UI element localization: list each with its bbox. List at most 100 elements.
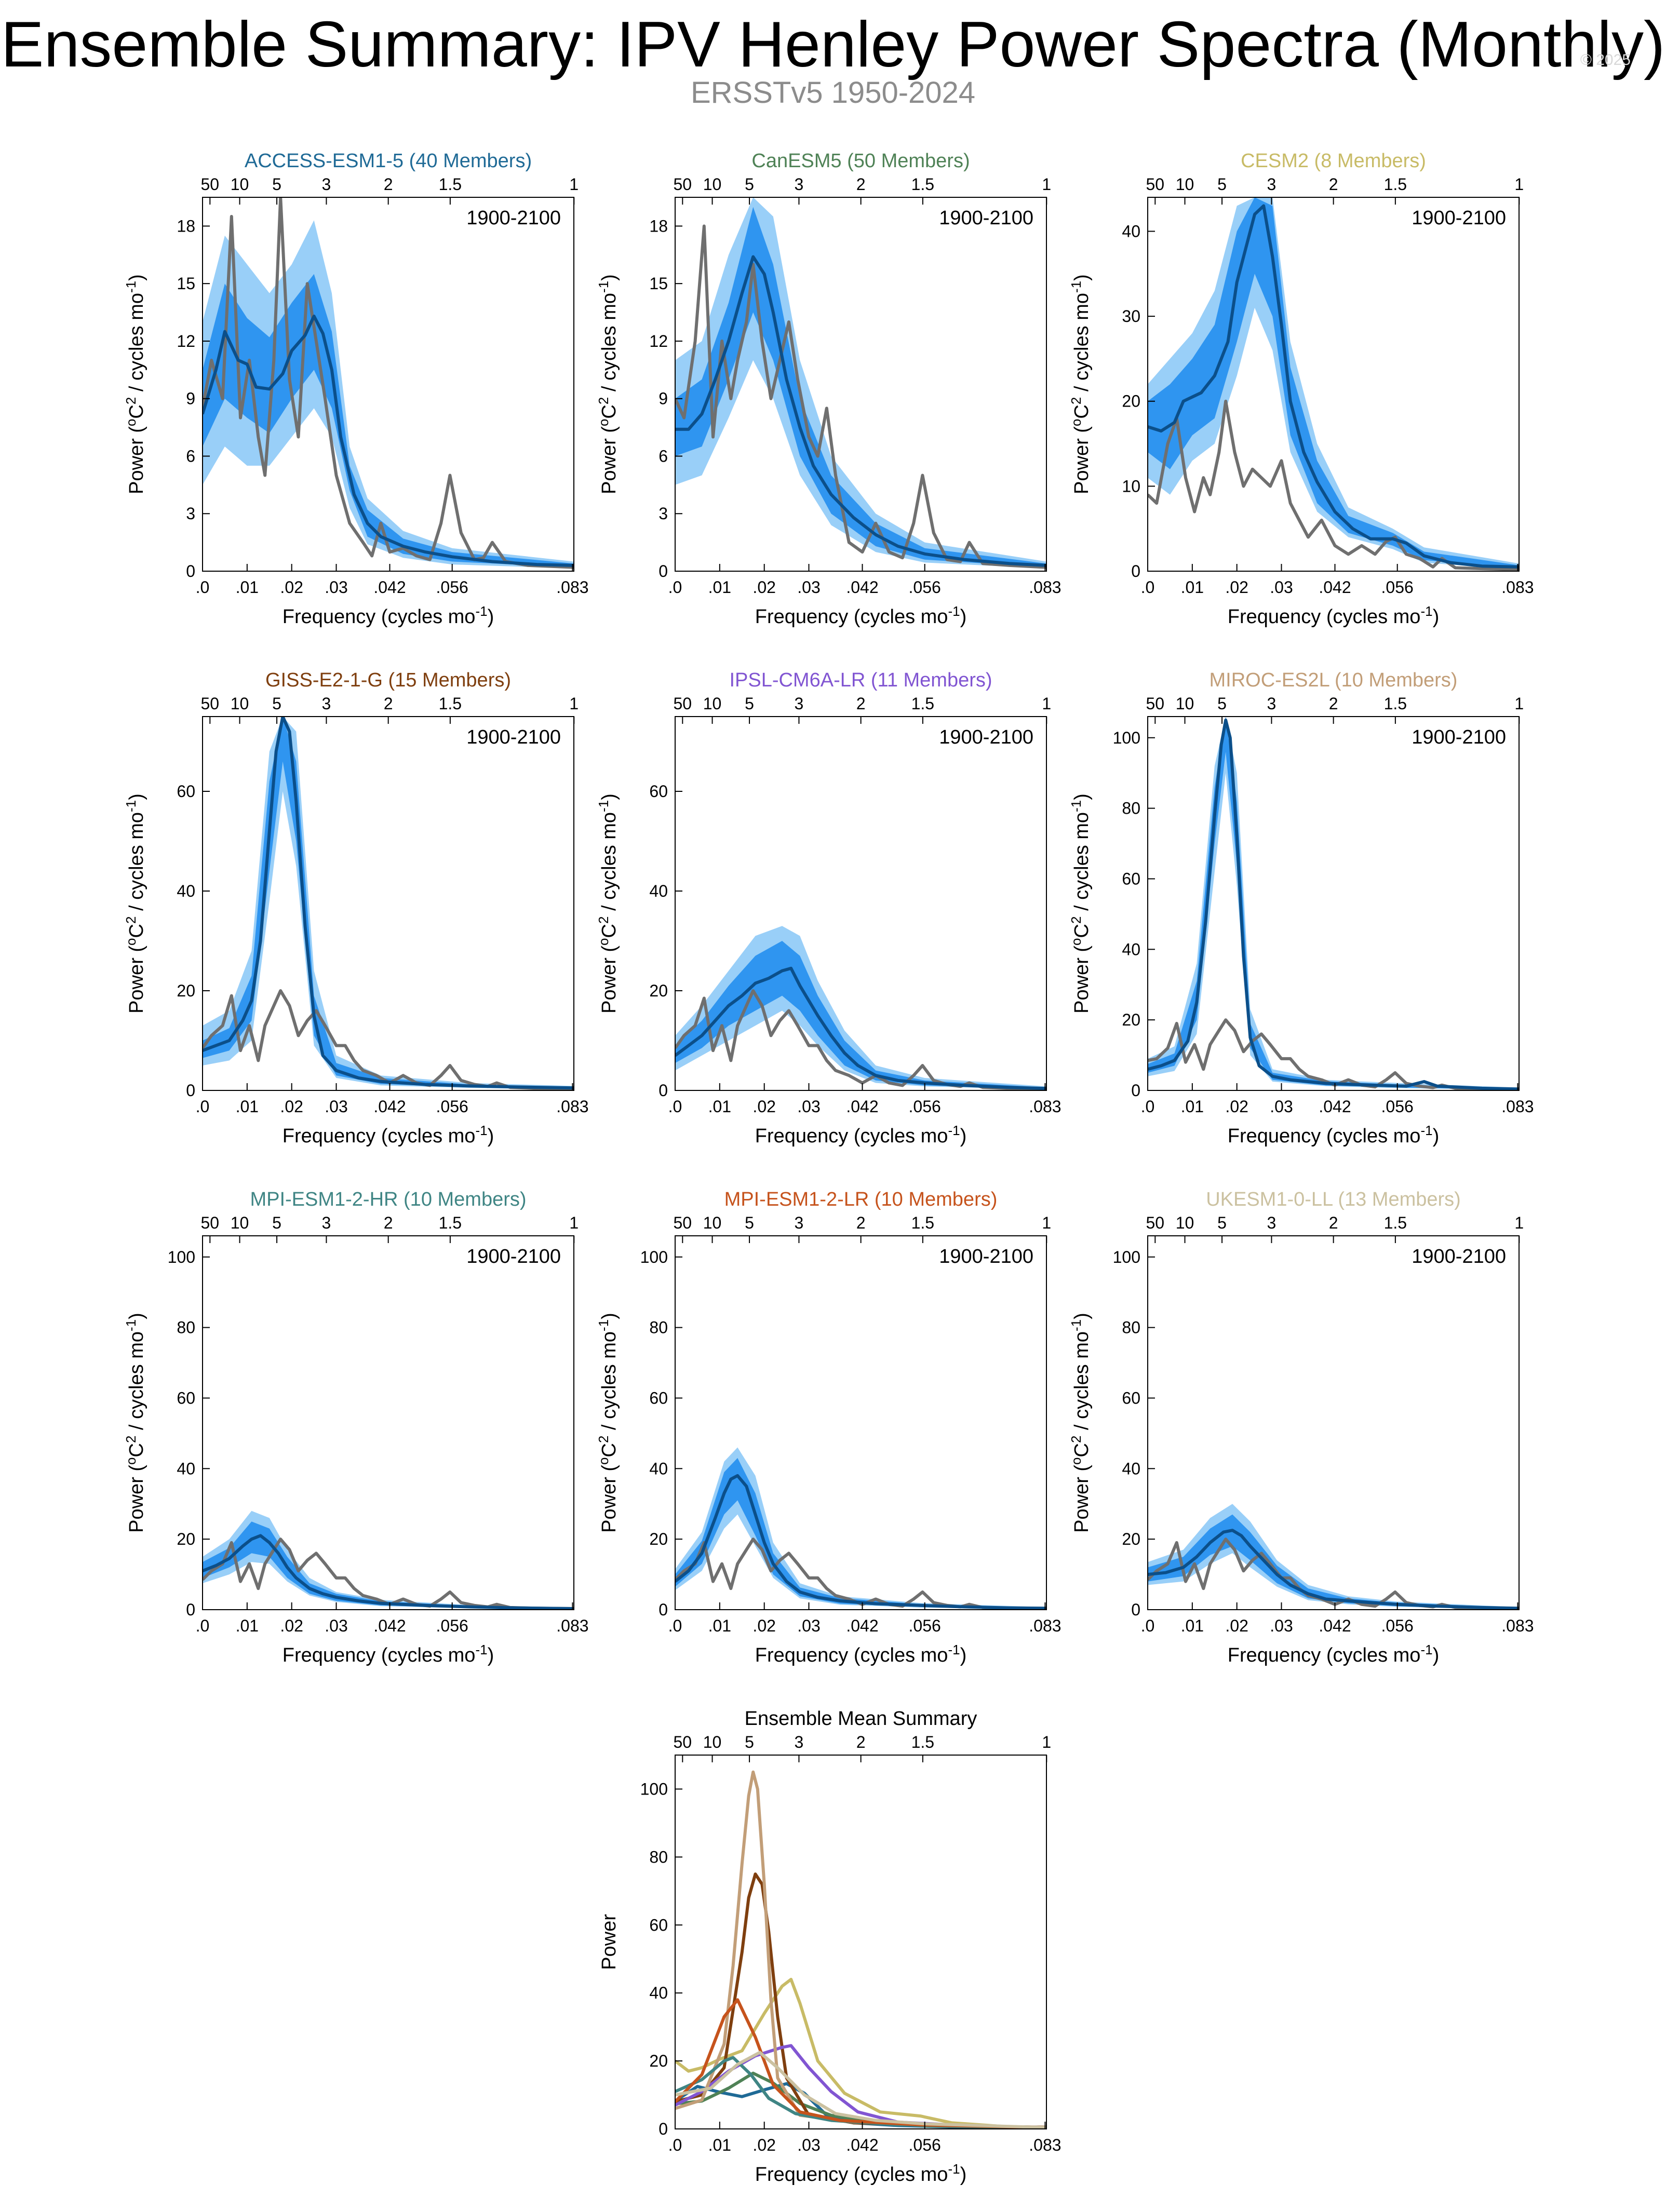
x-tick-label: .0 [668, 1097, 682, 1116]
top-tick-label: 1 [569, 694, 579, 713]
x-tick-label: .042 [846, 578, 878, 597]
top-tick-label: 2 [384, 1213, 393, 1232]
x-tick-label: .083 [1029, 578, 1061, 597]
x-tick-label: .0 [668, 1616, 682, 1635]
y-tick-label: 12 [177, 332, 195, 350]
top-tick-label: 1 [1042, 694, 1051, 713]
y-tick-label: 0 [186, 562, 195, 581]
period-label: 1900-2100 [939, 1246, 1033, 1267]
ensemble-mean-line [203, 717, 574, 1090]
x-tick-label: .056 [909, 578, 941, 597]
top-tick-label: 2 [384, 694, 393, 713]
top-tick-label: 5 [745, 694, 754, 713]
outer-band [1148, 717, 1519, 1090]
panel-title: GISS-E2-1-G (15 Members) [265, 669, 511, 691]
top-tick-label: 5 [1217, 1213, 1227, 1232]
y-tick-label: 0 [1131, 1600, 1140, 1619]
inner-band [1148, 197, 1519, 569]
x-axis-label: Frequency (cycles mo-1) [283, 1123, 494, 1147]
figure-subtitle: ERSSTv5 1950-2024 [691, 76, 975, 110]
x-tick-label: .042 [1319, 1616, 1351, 1635]
top-tick-label: 1.5 [1384, 694, 1407, 713]
top-tick-label: 1 [1042, 1213, 1051, 1232]
top-tick-label: 3 [322, 175, 331, 194]
period-label: 1900-2100 [1412, 726, 1506, 748]
watermark: © 2025 [1580, 51, 1631, 69]
plot-area [675, 197, 1046, 569]
y-tick-label: 0 [659, 2120, 668, 2138]
y-tick-label: 80 [649, 1318, 668, 1337]
x-tick-label: .083 [1029, 1097, 1061, 1116]
observation-line [203, 989, 574, 1090]
x-tick-label: .01 [1181, 1616, 1204, 1635]
top-tick-label: 50 [201, 694, 220, 713]
y-tick-label: 20 [649, 981, 668, 1000]
x-tick-label: .01 [236, 1097, 259, 1116]
x-tick-label: .02 [280, 1616, 303, 1635]
x-tick-label: .056 [436, 1616, 468, 1635]
x-tick-label: .02 [1225, 1097, 1248, 1116]
top-tick-label: 10 [703, 175, 722, 194]
x-tick-label: .056 [436, 1097, 468, 1116]
panel-title: ACCESS-ESM1-5 (40 Members) [245, 150, 532, 172]
y-tick-label: 0 [659, 562, 668, 581]
x-tick-label: .0 [668, 578, 682, 597]
y-tick-label: 0 [1131, 562, 1140, 581]
y-axis-label: Power (oC2 / cycles mo-1) [1068, 793, 1093, 1014]
y-tick-label: 60 [177, 782, 195, 801]
x-tick-label: .042 [373, 578, 406, 597]
top-tick-label: 50 [1146, 1213, 1165, 1232]
top-tick-label: 50 [674, 1733, 692, 1751]
y-tick-label: 0 [186, 1600, 195, 1619]
y-tick-label: 40 [177, 882, 195, 900]
plot-area [203, 197, 574, 569]
x-tick-label: .03 [797, 578, 820, 597]
top-tick-label: 3 [795, 1733, 804, 1751]
y-tick-label: 60 [649, 1388, 668, 1407]
top-tick-label: 50 [1146, 694, 1165, 713]
top-tick-label: 3 [795, 175, 804, 194]
x-tick-label: .03 [325, 578, 347, 597]
top-tick-label: 1 [569, 175, 579, 194]
y-tick-label: 6 [659, 447, 668, 465]
top-tick-label: 2 [384, 175, 393, 194]
x-tick-label: .02 [280, 1097, 303, 1116]
x-tick-label: .042 [373, 1616, 406, 1635]
y-tick-label: 20 [649, 1530, 668, 1548]
x-tick-label: .01 [708, 578, 731, 597]
x-tick-label: .01 [708, 1097, 731, 1116]
y-tick-label: 100 [640, 1248, 668, 1266]
top-tick-label: 1.5 [439, 694, 462, 713]
panel-title: CESM2 (8 Members) [1241, 150, 1426, 172]
top-tick-label: 1.5 [439, 175, 462, 194]
x-tick-label: .0 [196, 578, 210, 597]
top-tick-label: 10 [703, 694, 722, 713]
top-tick-label: 50 [674, 175, 692, 194]
top-tick-label: 10 [703, 1733, 722, 1751]
panel-title: UKESM1-0-LL (13 Members) [1206, 1189, 1461, 1210]
y-axis-label: Power (oC2 / cycles mo-1) [1068, 274, 1093, 494]
outer-band [203, 1510, 574, 1609]
y-axis-label: Power (oC2 / cycles mo-1) [596, 274, 620, 494]
y-tick-label: 20 [649, 2052, 668, 2070]
y-tick-label: 30 [1122, 307, 1140, 326]
plot-area [1148, 1504, 1519, 1610]
panel-title: MIROC-ES2L (10 Members) [1210, 669, 1458, 691]
y-tick-label: 40 [177, 1459, 195, 1478]
plot-area [203, 717, 574, 1090]
y-axis-label: Power (oC2 / cycles mo-1) [123, 793, 147, 1014]
x-tick-label: .02 [753, 2136, 775, 2154]
y-tick-label: 18 [649, 217, 668, 235]
y-tick-label: 6 [186, 447, 195, 465]
x-tick-label: .03 [1270, 578, 1293, 597]
x-tick-label: .0 [196, 1097, 210, 1116]
observation-line [203, 1537, 574, 1610]
y-tick-label: 60 [649, 1916, 668, 1934]
top-tick-label: 5 [745, 1733, 754, 1751]
x-tick-label: .083 [1501, 1616, 1534, 1635]
observation-line [1148, 1018, 1519, 1090]
top-tick-label: 3 [322, 1213, 331, 1232]
plot-area [1148, 197, 1519, 571]
top-tick-label: 5 [745, 175, 754, 194]
